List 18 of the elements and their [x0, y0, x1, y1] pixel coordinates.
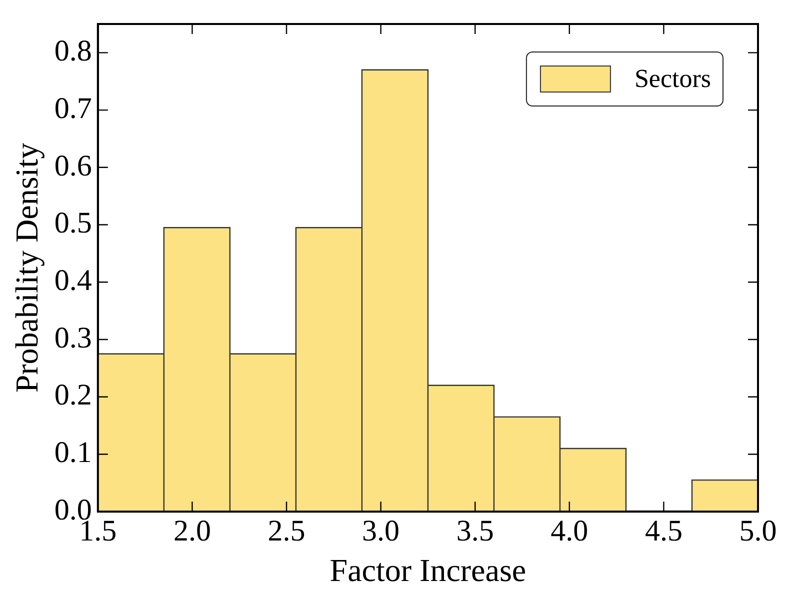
y-tick-label: 0.1 [54, 436, 92, 470]
y-tick-label: 0.8 [54, 34, 92, 68]
x-tick-label: 5.0 [739, 514, 777, 548]
x-tick-label: 3.0 [362, 514, 400, 548]
y-tick-label: 0.3 [54, 321, 92, 354]
legend-label: Sectors [634, 64, 712, 93]
y-tick-label: 0.5 [54, 206, 92, 240]
x-tick-label: 2.5 [268, 514, 306, 548]
y-tick-label: 0.6 [54, 149, 92, 182]
x-axis-title: Factor Increase [330, 552, 526, 588]
x-tick-label: 2.0 [173, 514, 211, 548]
x-tick-label: 4.0 [550, 514, 588, 548]
x-tick-label: 3.5 [456, 514, 494, 548]
y-axis-title: Probability Density [8, 142, 45, 393]
y-tick-label: 0.4 [54, 264, 92, 298]
y-tick-label: 0.7 [54, 92, 92, 125]
y-tick-label: 0.2 [54, 378, 92, 412]
x-tick-label: 4.5 [644, 514, 682, 548]
